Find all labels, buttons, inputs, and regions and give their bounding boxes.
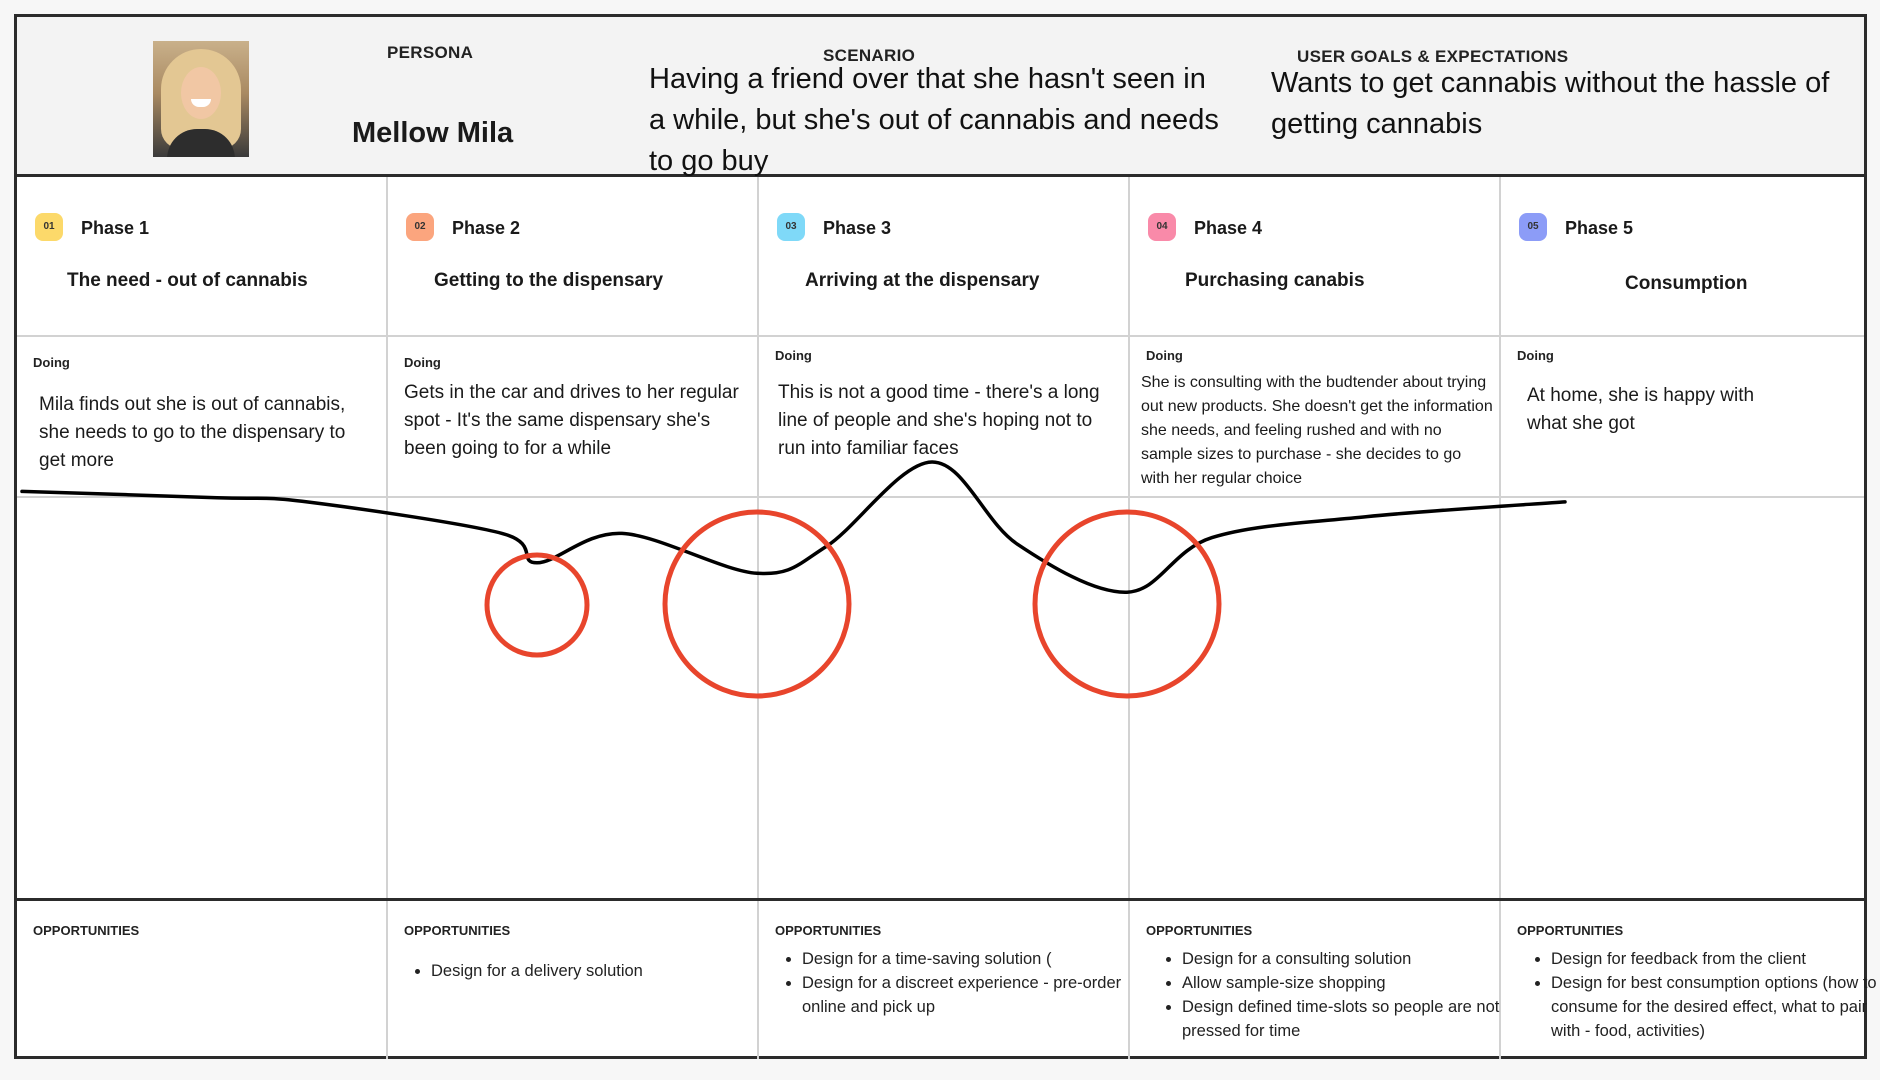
opportunity-item: Design defined time-slots so people are … (1182, 995, 1517, 1043)
phase-label-5: Phase 5 (1565, 218, 1634, 238)
doing-label-2: Doing (404, 355, 441, 370)
opportunity-item: Design for feedback from the client (1551, 947, 1880, 971)
phase-label-2: Phase 2 (452, 218, 521, 238)
pain-point-circle-1 (484, 552, 590, 658)
phase-label-4: Phase 4 (1194, 218, 1263, 238)
doing-text-3: This is not a good time - there's a long… (778, 382, 1100, 459)
opportunities-list-3: Design for a time-saving solution ( Desi… (780, 947, 1132, 1019)
phase-column-3 (759, 177, 1130, 1059)
journey-header: PERSONA Mellow Mila SCENARIO Having a fr… (17, 17, 1864, 177)
row-divider-phase (17, 335, 1864, 337)
phase-badge-3: 03 (777, 213, 805, 241)
row-divider-opportunities (17, 898, 1864, 901)
opportunities-list-4: Design for a consulting solution Allow s… (1160, 947, 1517, 1043)
pain-point-circle-2 (662, 509, 852, 699)
phase-title-1: The need - out of cannabis (67, 270, 308, 291)
phase-column-1 (17, 177, 388, 1059)
doing-label-5: Doing (1517, 348, 1554, 363)
phase-label-1: Phase 1 (81, 218, 150, 238)
phase-title-4: Purchasing canabis (1185, 270, 1365, 291)
opportunity-item: Design for a delivery solution (431, 959, 761, 983)
opportunity-item: Design for a consulting solution (1182, 947, 1517, 971)
opportunities-label-3: OPPORTUNITIES (775, 923, 882, 938)
scenario-text: Having a friend over that she hasn't see… (649, 63, 1219, 177)
doing-label-1: Doing (33, 355, 70, 370)
emotion-curve-chart (20, 460, 1567, 699)
persona-name: Mellow Mila (352, 117, 514, 149)
goals-label: USER GOALS & EXPECTATIONS (1297, 47, 1569, 66)
opportunities-label-4: OPPORTUNITIES (1146, 923, 1253, 938)
phase-column-2 (388, 177, 759, 1059)
phase-column-4 (1130, 177, 1501, 1059)
doing-text-4: She is consulting with the budtender abo… (1141, 374, 1493, 487)
row-divider-doing (17, 496, 1864, 498)
opportunities-list-2: Design for a delivery solution (409, 959, 761, 983)
doing-text-2: Gets in the car and drives to her regula… (404, 382, 739, 459)
opportunities-label-1: OPPORTUNITIES (33, 923, 140, 938)
phase-badge-2: 02 (406, 213, 434, 241)
scenario-label: SCENARIO (823, 46, 916, 65)
doing-label-3: Doing (775, 348, 812, 363)
opportunity-item: Design for a time-saving solution ( (802, 947, 1132, 971)
opportunities-list-5: Design for feedback from the client Desi… (1529, 947, 1880, 1043)
opportunities-label-2: OPPORTUNITIES (404, 923, 511, 938)
opportunity-item: Allow sample-size shopping (1182, 971, 1517, 995)
persona-avatar (153, 41, 249, 157)
journey-map-board: PERSONA Mellow Mila SCENARIO Having a fr… (14, 14, 1877, 1059)
persona-label: PERSONA (387, 43, 474, 62)
phase-title-2: Getting to the dispensary (434, 270, 664, 291)
opportunity-item: Design for a discreet experience - pre-o… (802, 971, 1132, 1019)
opportunities-label-5: OPPORTUNITIES (1517, 923, 1624, 938)
phase-badge-1: 01 (35, 213, 63, 241)
opportunity-item: Design for best consumption options (how… (1551, 971, 1880, 1043)
phase-badge-5: 05 (1519, 213, 1547, 241)
doing-text-5: At home, she is happy with what she got (1527, 385, 1755, 434)
pain-point-circle-3 (1032, 509, 1222, 699)
goals-text: Wants to get cannabis without the hassle… (1271, 67, 1830, 140)
phase-badge-4: 04 (1148, 213, 1176, 241)
doing-text-1: Mila finds out she is out of cannabis, s… (39, 394, 346, 471)
phase-title-3: Arriving at the dispensary (805, 270, 1040, 291)
doing-label-4: Doing (1146, 348, 1183, 363)
phase-title-5: Consumption (1625, 273, 1748, 294)
emotion-curve-line (20, 460, 1567, 594)
phase-label-3: Phase 3 (823, 218, 892, 238)
